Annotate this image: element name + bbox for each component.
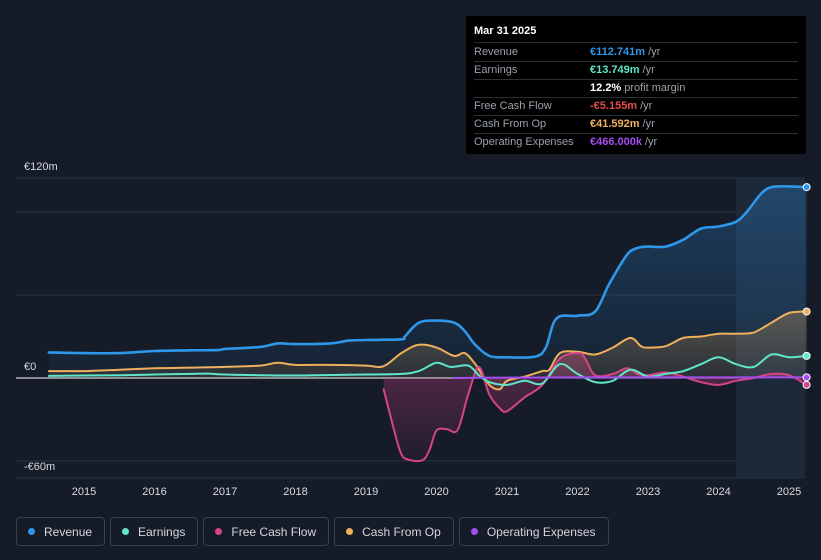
tooltip-row-profit-margin: 12.2% profit margin bbox=[474, 80, 798, 98]
tooltip-row-earnings: Earnings €13.749m /yr bbox=[474, 62, 798, 80]
tooltip-row-revenue: Revenue €112.741m /yr bbox=[474, 44, 798, 62]
line-operating-expenses bbox=[453, 376, 808, 379]
x-tick-label-2022: 2022 bbox=[565, 486, 589, 498]
tooltip-row-cash-from-op: Cash From Op €41.592m /yr bbox=[474, 116, 798, 134]
tooltip-date: Mar 31 2025 bbox=[474, 24, 798, 43]
x-tick-label-2023: 2023 bbox=[636, 486, 660, 498]
tooltip-row-operating-expenses: Operating Expenses €466.000k /yr bbox=[474, 134, 798, 151]
tooltip-label: Operating Expenses bbox=[474, 136, 574, 148]
legend-dot-icon bbox=[28, 528, 35, 535]
x-tick-label-2024: 2024 bbox=[706, 486, 730, 498]
line-earnings bbox=[47, 353, 808, 386]
tooltip-label: Revenue bbox=[474, 46, 519, 58]
x-tick-label-2015: 2015 bbox=[72, 486, 96, 498]
legend-label: Free Cash Flow bbox=[231, 524, 317, 539]
end-marker-cash-from-op bbox=[802, 307, 811, 316]
series-fills bbox=[48, 186, 807, 462]
legend-label: Operating Expenses bbox=[486, 524, 596, 539]
legend-dot-icon bbox=[346, 528, 354, 535]
legend-item-free-cash-flow[interactable]: Free Cash Flow bbox=[203, 517, 330, 546]
end-marker-operating-expenses bbox=[802, 373, 811, 382]
legend-item-operating-expenses[interactable]: Operating Expenses bbox=[458, 517, 609, 546]
legend-label: Earnings bbox=[138, 524, 186, 539]
tooltip-unit: /yr bbox=[645, 136, 658, 148]
line-revenue bbox=[47, 184, 808, 359]
x-tick-label-2018: 2018 bbox=[283, 486, 307, 498]
chart-legend: Revenue Earnings Free Cash Flow Cash Fro… bbox=[16, 517, 609, 547]
area-cash-from-op bbox=[48, 311, 807, 390]
series-end-markers bbox=[802, 183, 811, 389]
tooltip-unit: /yr bbox=[640, 100, 653, 112]
tooltip-value: -€5.155m bbox=[590, 100, 638, 112]
x-tick-label-2021: 2021 bbox=[495, 486, 519, 498]
y-tick-label-bottom: -€60m bbox=[24, 461, 55, 473]
legend-label: Revenue bbox=[44, 524, 93, 539]
legend-dot-icon bbox=[122, 528, 130, 535]
y-tick-label-top: €120m bbox=[24, 161, 58, 173]
axis-labels: €120m €0 -€60m 2015 2016 2017 2018 2019 2020 2… bbox=[24, 161, 801, 498]
tooltip-value: €13.749m bbox=[590, 64, 640, 76]
tooltip-unit: /yr bbox=[642, 64, 655, 76]
tooltip-label: Free Cash Flow bbox=[474, 100, 552, 112]
legend-item-cash-from-op[interactable]: Cash From Op bbox=[334, 517, 454, 546]
tooltip-value: €41.592m bbox=[590, 118, 640, 130]
legend-dot-icon bbox=[470, 528, 478, 535]
end-marker-free-cash-flow bbox=[802, 380, 811, 389]
tooltip-label: Cash From Op bbox=[474, 118, 547, 130]
tooltip-value: €466.000k bbox=[590, 136, 642, 148]
legend-item-revenue[interactable]: Revenue bbox=[16, 517, 106, 546]
tooltip-unit: /yr bbox=[648, 46, 661, 58]
x-tick-label-2025: 2025 bbox=[777, 486, 801, 498]
end-marker-earnings bbox=[802, 351, 811, 360]
data-tooltip: Mar 31 2025 Revenue €112.741m /yr Earnin… bbox=[466, 16, 806, 154]
tooltip-unit: profit margin bbox=[624, 82, 686, 94]
area-revenue bbox=[48, 186, 807, 378]
series-lines bbox=[47, 184, 808, 463]
end-marker-revenue bbox=[802, 183, 811, 192]
legend-dot-icon bbox=[215, 528, 223, 535]
tooltip-value: 12.2% bbox=[590, 82, 622, 94]
x-tick-label-2017: 2017 bbox=[213, 486, 237, 498]
tooltip-value: €112.741m bbox=[590, 46, 646, 58]
tooltip-unit: /yr bbox=[642, 118, 655, 130]
x-tick-label-2020: 2020 bbox=[424, 486, 448, 498]
tooltip-label: Earnings bbox=[474, 64, 518, 76]
tooltip-label bbox=[474, 80, 590, 97]
legend-item-earnings[interactable]: Earnings bbox=[110, 517, 199, 546]
tooltip-row-free-cash-flow: Free Cash Flow -€5.155m /yr bbox=[474, 98, 798, 116]
legend-label: Cash From Op bbox=[362, 524, 441, 539]
y-tick-label-zero: €0 bbox=[24, 361, 36, 373]
x-tick-label-2019: 2019 bbox=[354, 486, 378, 498]
line-free-cash-flow bbox=[382, 352, 808, 463]
x-tick-label-2016: 2016 bbox=[142, 486, 166, 498]
